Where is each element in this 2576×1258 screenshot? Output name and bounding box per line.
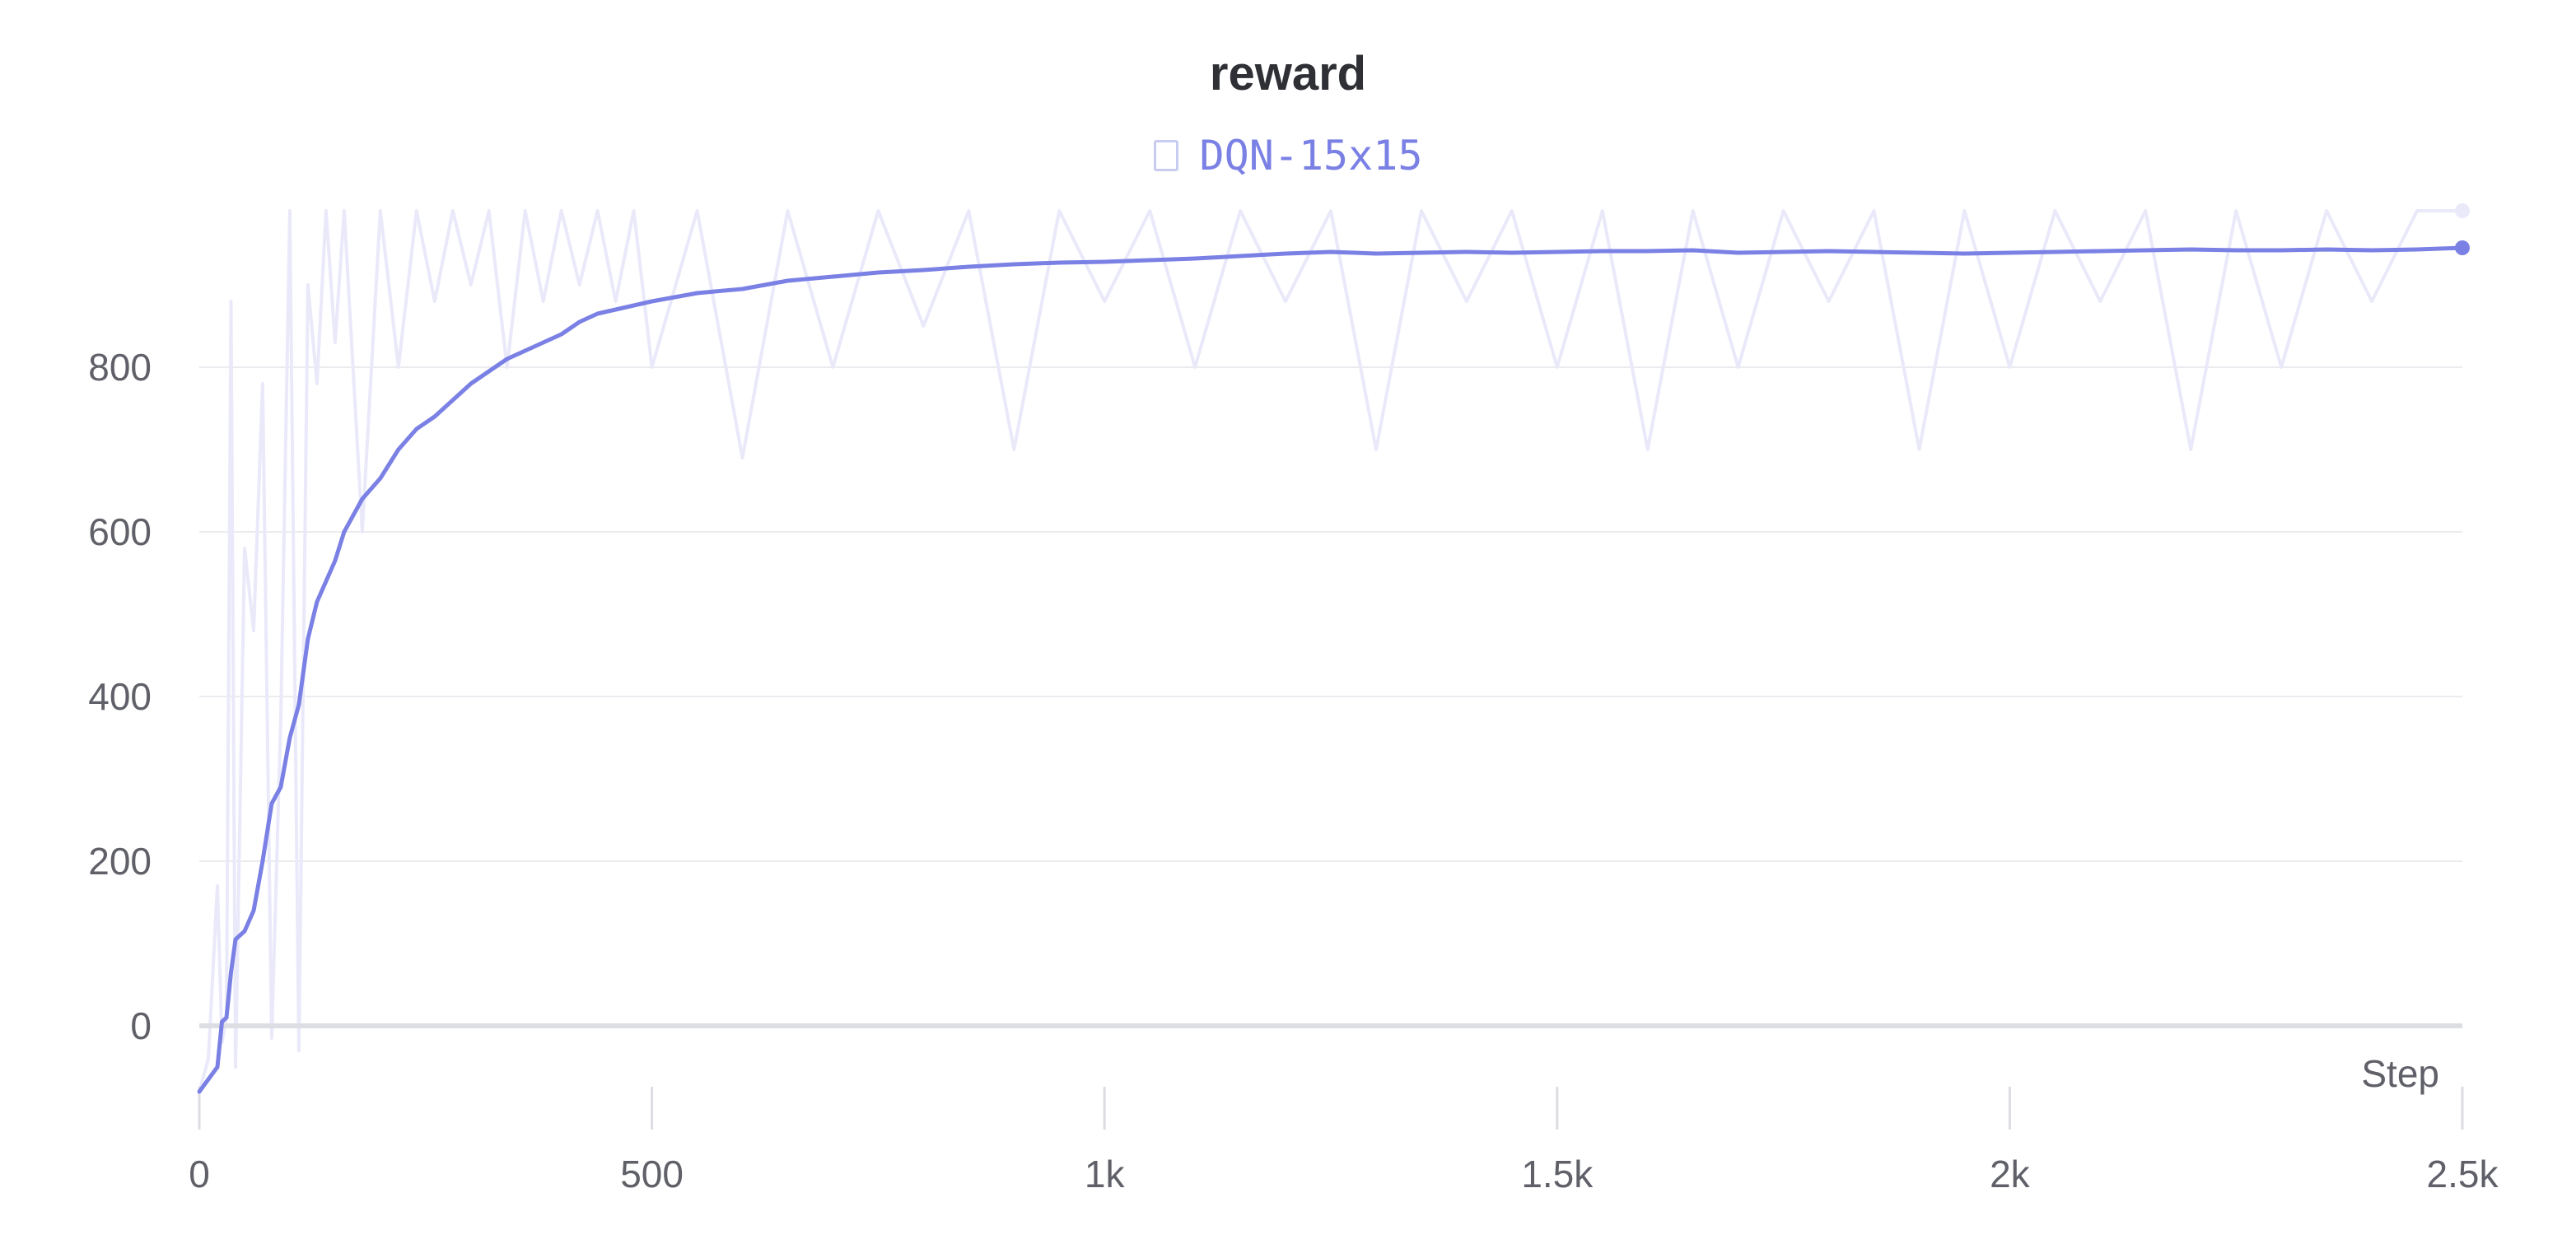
x-tick-label-1500: 1.5k [1521,1153,1594,1195]
raw-series-line [198,209,2462,1093]
tick-labels: 0 200 400 600 800 0 500 1k 1.5k 2k 2.5k [88,346,2499,1195]
legend-entry-dqn-15x15[interactable]: DQN-15x15 [1199,132,1423,179]
smoothed-series-end-point [2455,240,2470,255]
x-tick-label-500: 500 [620,1153,684,1195]
smoothed-series-layer [197,203,2470,1094]
raw-series-end-point [2455,203,2470,218]
legend: DQN-15x15 [0,132,2576,179]
y-tick-label-600: 600 [88,510,152,553]
y-tick-label-800: 800 [88,346,152,389]
y-tick-label-400: 400 [88,675,152,718]
x-axis-label: Step [2361,1052,2439,1095]
x-tick-label-1000: 1k [1085,1153,1126,1195]
chart-title: reward [1209,47,1367,100]
raw-series-layer [198,209,2462,1093]
smoothed-series-line [197,245,2465,1094]
x-tick-label-2500: 2.5k [2427,1153,2499,1195]
grid-lines [199,366,2462,862]
x-tick-label-0: 0 [189,1153,210,1195]
y-tick-label-0: 0 [130,1004,152,1047]
x-tick-label-2000: 2k [1990,1153,2031,1195]
axes [198,1023,2464,1130]
legend-swatch-icon [1153,140,1178,171]
y-tick-label-200: 200 [88,840,152,883]
